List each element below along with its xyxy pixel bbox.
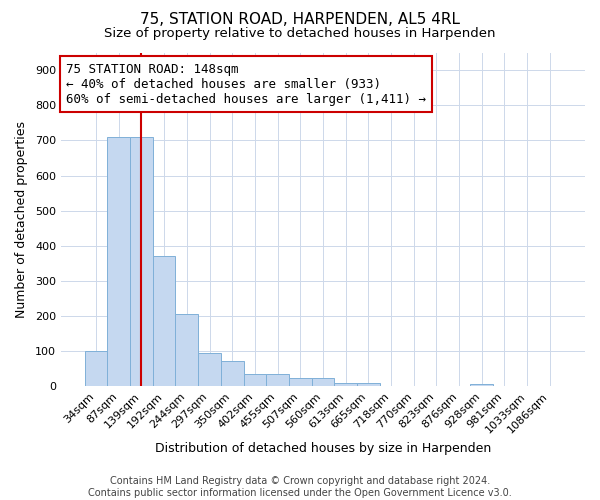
Bar [244, 374, 266, 386]
Bar [175, 314, 198, 386]
Bar [153, 256, 175, 386]
Bar [357, 383, 380, 386]
Text: 75, STATION ROAD, HARPENDEN, AL5 4RL: 75, STATION ROAD, HARPENDEN, AL5 4RL [140, 12, 460, 28]
Bar [266, 374, 289, 386]
Bar [130, 137, 153, 386]
Bar [221, 361, 244, 386]
Bar [334, 383, 357, 386]
Bar [311, 378, 334, 386]
Y-axis label: Number of detached properties: Number of detached properties [15, 121, 28, 318]
Bar [107, 137, 130, 386]
X-axis label: Distribution of detached houses by size in Harpenden: Distribution of detached houses by size … [155, 442, 491, 455]
Bar [85, 352, 107, 386]
Text: Contains HM Land Registry data © Crown copyright and database right 2024.
Contai: Contains HM Land Registry data © Crown c… [88, 476, 512, 498]
Bar [289, 378, 311, 386]
Bar [470, 384, 493, 386]
Text: Size of property relative to detached houses in Harpenden: Size of property relative to detached ho… [104, 28, 496, 40]
Text: 75 STATION ROAD: 148sqm
← 40% of detached houses are smaller (933)
60% of semi-d: 75 STATION ROAD: 148sqm ← 40% of detache… [66, 62, 426, 106]
Bar [198, 353, 221, 386]
